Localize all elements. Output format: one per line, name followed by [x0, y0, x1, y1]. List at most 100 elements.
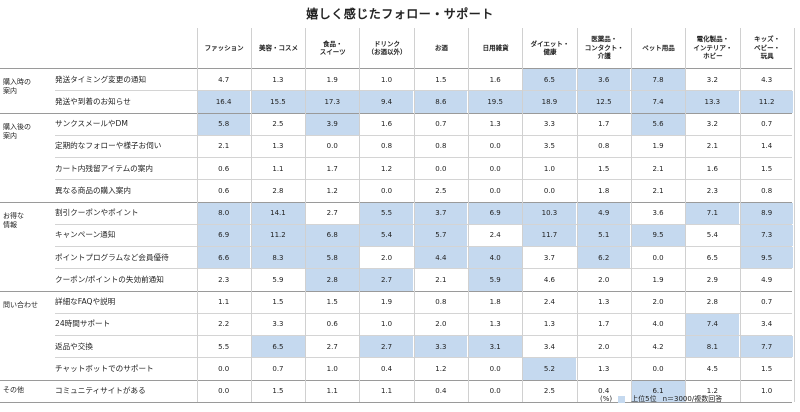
table-cell: 1.5: [435, 75, 447, 84]
table-cell: 4.4: [414, 247, 468, 269]
table-cell: 1.9: [326, 75, 338, 84]
column-rule: [196, 28, 198, 402]
table-cell: 1.1: [326, 387, 338, 396]
table-cell: 10.3: [522, 202, 577, 224]
table-cell: 0.0: [489, 164, 501, 173]
table-cell: 6.5: [251, 336, 305, 358]
table-cell: 0.0: [380, 186, 393, 195]
column-rule: [685, 28, 687, 402]
table-cell: 1.0: [543, 164, 556, 173]
table-cell: 4.3: [761, 75, 773, 84]
column-header: 食品・ スイーツ: [319, 39, 346, 57]
table-cell: 3.2: [706, 120, 718, 129]
table-cell: 0.8: [435, 298, 447, 307]
table-cell: 3.6: [577, 69, 631, 91]
table-cell: 7.4: [631, 91, 685, 113]
table-cell: 1.8: [598, 186, 610, 195]
table-cell: 7.7: [740, 336, 794, 358]
table-cell: 1.5: [326, 298, 338, 307]
row-rule: [55, 134, 792, 136]
table-cell: 1.5: [272, 387, 284, 396]
table-cell: 11.7: [522, 224, 577, 246]
row-label: カート内残留アイテムの案内: [55, 163, 153, 173]
column-rule: [793, 28, 795, 402]
group-rule: [0, 201, 792, 203]
table-cell: 0.8: [435, 142, 447, 151]
table-cell: 0.0: [326, 142, 338, 151]
table-cell: 1.0: [761, 387, 773, 396]
table-cell: 0.0: [652, 364, 664, 373]
row-rule: [55, 157, 792, 158]
table-cell: 7.8: [631, 69, 685, 91]
table-cell: 1.9: [652, 142, 664, 151]
table-cell: 0.7: [272, 364, 284, 373]
table-cell: 0.7: [761, 120, 773, 129]
column-rule: [359, 28, 361, 402]
table-cell: 5.4: [706, 231, 718, 240]
table-cell: 8.0: [197, 202, 251, 224]
group-label: 購入後の 案内: [3, 122, 31, 140]
table-cell: 0.0: [652, 253, 664, 262]
table-cell: 2.0: [435, 320, 447, 329]
chart-footer: (%) 上位5位 n＝3000/複数回答: [600, 394, 722, 404]
table-cell: 5.9: [272, 275, 284, 284]
table-cell: 2.1: [435, 275, 447, 284]
table-cell: 2.8: [706, 298, 718, 307]
table-cell: 8.3: [251, 247, 305, 269]
table-cell: 4.9: [577, 202, 631, 224]
table-cell: 19.5: [468, 91, 522, 113]
table-cell: 2.5: [272, 120, 284, 129]
table-cell: 8.9: [740, 202, 794, 224]
row-label: 発送や到着のお知らせ: [55, 96, 131, 106]
table-cell: 9.5: [631, 224, 685, 246]
row-rule: [55, 246, 792, 247]
table-cell: 16.4: [197, 91, 251, 113]
table-cell: 1.9: [380, 298, 393, 307]
table-cell: 13.3: [685, 91, 739, 113]
table-cell: 14.1: [251, 202, 305, 224]
table-cell: 1.1: [218, 298, 230, 307]
table-cell: 1.6: [706, 164, 718, 173]
table-cell: 2.5: [543, 387, 556, 396]
table-cell: 6.2: [577, 247, 631, 269]
table-cell: 0.4: [598, 387, 610, 396]
table-cell: 15.5: [251, 91, 305, 113]
table-cell: 1.6: [489, 75, 501, 84]
table-cell: 5.7: [414, 224, 468, 246]
table-cell: 3.7: [414, 202, 468, 224]
column-header: ファッション: [204, 43, 244, 52]
legend-swatch: [618, 395, 626, 403]
table-cell: 6.9: [468, 202, 522, 224]
table-cell: 0.4: [435, 387, 447, 396]
table-cell: 0.0: [543, 186, 556, 195]
table-cell: 1.5: [761, 364, 773, 373]
row-rule: [55, 179, 792, 181]
column-rule: [576, 28, 578, 402]
table-cell: 7.3: [740, 224, 794, 246]
table-cell: 5.1: [577, 224, 631, 246]
table-cell: 2.3: [706, 186, 718, 195]
header-rule: [0, 68, 792, 69]
table-cell: 2.7: [326, 209, 338, 218]
table-cell: 6.1: [631, 380, 685, 402]
unit-label: (%): [600, 395, 613, 403]
group-label: その他: [3, 385, 24, 394]
table-cell: 12.5: [577, 91, 631, 113]
table-cell: 1.1: [380, 387, 393, 396]
table-cell: 3.4: [761, 320, 773, 329]
group-label: 購入時の 案内: [3, 78, 31, 95]
row-label: 割引クーポンやポイント: [55, 208, 139, 218]
row-label: 発送タイミング変更の通知: [55, 74, 147, 84]
table-cell: 2.5: [435, 186, 447, 195]
table-cell: 1.5: [598, 164, 610, 173]
table-cell: 0.6: [218, 186, 230, 195]
table-cell: 2.8: [305, 269, 359, 291]
column-header: キッズ・ ベビー・ 玩具: [754, 35, 781, 61]
table-cell: 5.2: [522, 358, 577, 380]
table-cell: 0.0: [435, 164, 447, 173]
column-header: 美容・コスメ: [258, 43, 298, 52]
row-rule: [55, 335, 792, 336]
table-cell: 1.3: [489, 320, 501, 329]
row-label: 定期的なフォローや様子お伺い: [55, 141, 162, 151]
group-label: 問い合わせ: [3, 300, 38, 309]
